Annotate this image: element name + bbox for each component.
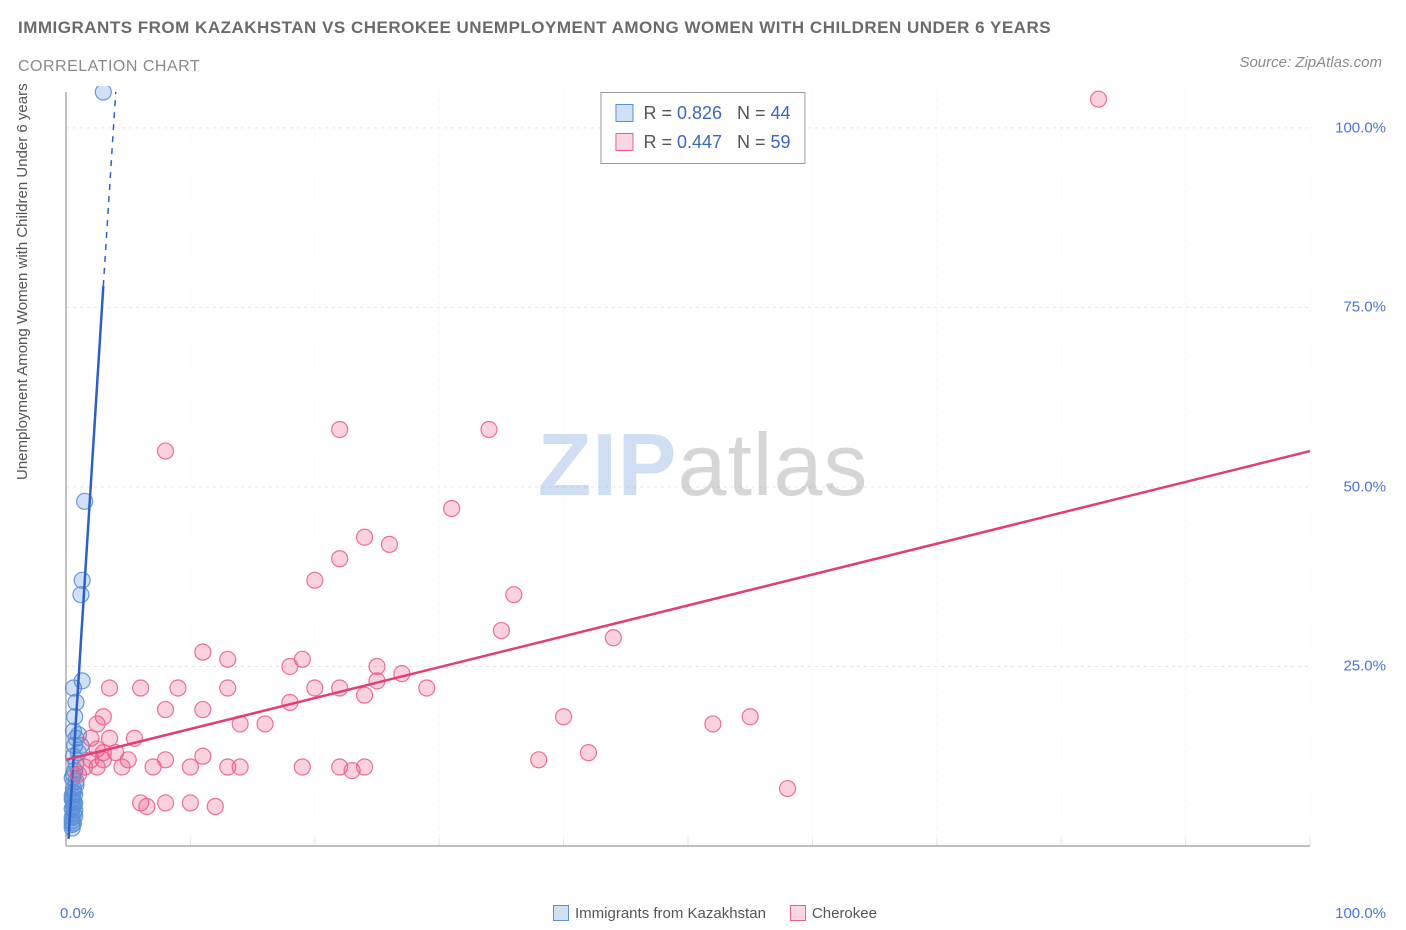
legend-swatch: [790, 905, 806, 921]
legend-swatch: [615, 104, 633, 122]
stats-legend: R = 0.826 N = 44 R = 0.447 N = 59: [600, 92, 805, 164]
page-title: IMMIGRANTS FROM KAZAKHSTAN VS CHEROKEE U…: [18, 18, 1051, 38]
legend-label: Immigrants from Kazakhstan: [575, 905, 766, 922]
legend-swatch: [615, 133, 633, 151]
stats-legend-row: R = 0.447 N = 59: [615, 128, 790, 157]
y-tick-label: 75.0%: [1343, 299, 1386, 316]
y-axis-label: Unemployment Among Women with Children U…: [14, 83, 31, 480]
legend-label: Cherokee: [812, 905, 877, 922]
stats-text: R = 0.826 N = 44: [643, 103, 790, 123]
y-tick-label: 50.0%: [1343, 478, 1386, 495]
bottom-legend: Immigrants from Kazakhstan Cherokee: [0, 905, 1406, 922]
y-tick-label: 100.0%: [1335, 119, 1386, 136]
legend-swatch: [553, 905, 569, 921]
stats-text: R = 0.447 N = 59: [643, 132, 790, 152]
source-credit: Source: ZipAtlas.com: [1239, 54, 1382, 71]
stats-legend-row: R = 0.826 N = 44: [615, 99, 790, 128]
chart-subtitle: CORRELATION CHART: [18, 58, 200, 76]
y-tick-label: 25.0%: [1343, 658, 1386, 675]
scatter-plot: [60, 86, 1380, 876]
